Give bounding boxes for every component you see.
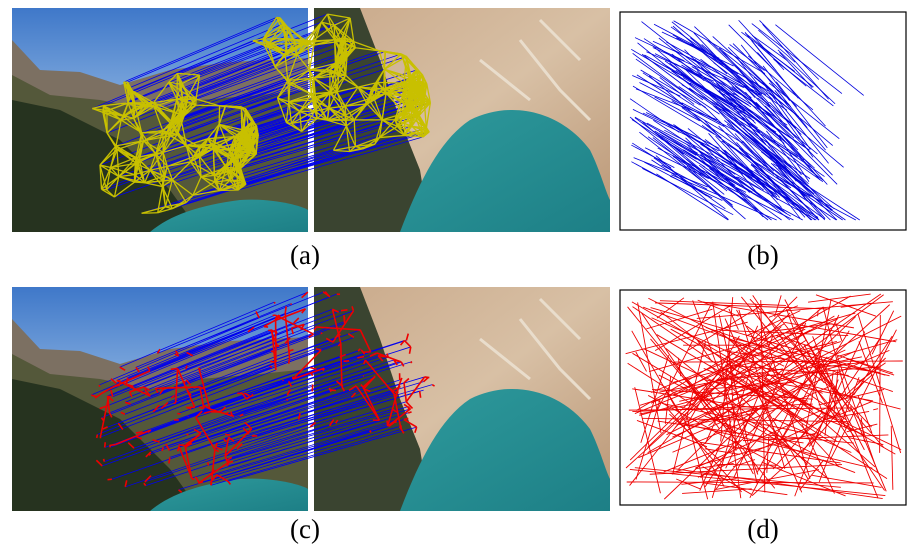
chain-edge bbox=[289, 358, 290, 364]
chain-edge bbox=[396, 420, 397, 423]
chain-edge bbox=[117, 380, 121, 381]
chain-edge bbox=[136, 432, 143, 433]
chain-edge bbox=[341, 343, 342, 386]
chain-edge bbox=[270, 366, 273, 367]
chain-edge bbox=[411, 362, 412, 363]
chain-edge bbox=[274, 302, 275, 303]
chain-edge bbox=[171, 368, 178, 369]
panel-label: (d) bbox=[747, 514, 778, 544]
mesh-edge bbox=[428, 131, 430, 132]
chain-edge bbox=[104, 459, 105, 462]
mesh-edge bbox=[329, 93, 330, 109]
mesh-edge bbox=[196, 105, 220, 106]
mesh-edge bbox=[315, 97, 316, 111]
chain-edge bbox=[270, 361, 276, 362]
mesh-edge bbox=[422, 75, 423, 97]
chain-edge bbox=[387, 354, 388, 357]
chain-edge bbox=[341, 310, 348, 311]
panel-label: (c) bbox=[290, 514, 320, 544]
chain-edge bbox=[231, 415, 234, 416]
chain-edge bbox=[420, 391, 421, 398]
chain-edge bbox=[321, 333, 323, 334]
chain-edge bbox=[312, 385, 313, 392]
chain-edge bbox=[408, 412, 411, 413]
chain-edge bbox=[285, 306, 286, 313]
chain-edge bbox=[105, 442, 106, 447]
chain-edge bbox=[286, 399, 288, 400]
mesh-edge bbox=[214, 149, 215, 176]
mesh-edge bbox=[335, 40, 336, 64]
chain-edge bbox=[343, 361, 349, 362]
chain-edge bbox=[186, 366, 187, 370]
figure: (a) (b) (c) (d) bbox=[0, 0, 907, 551]
chain-edge bbox=[370, 431, 371, 433]
chain-edge bbox=[97, 434, 98, 437]
chain-edge bbox=[208, 462, 209, 465]
chain-edge bbox=[225, 435, 230, 436]
panel-label: (b) bbox=[747, 240, 778, 270]
chain-edge bbox=[127, 378, 128, 384]
chain-edge bbox=[179, 445, 185, 446]
mesh-edge bbox=[384, 69, 385, 88]
chain-edge bbox=[425, 377, 430, 378]
motion-vector bbox=[818, 310, 819, 316]
chain-edge bbox=[169, 457, 170, 463]
chain-edge bbox=[109, 445, 115, 446]
panel-label: (a) bbox=[290, 240, 320, 270]
chain-edge bbox=[174, 403, 176, 404]
